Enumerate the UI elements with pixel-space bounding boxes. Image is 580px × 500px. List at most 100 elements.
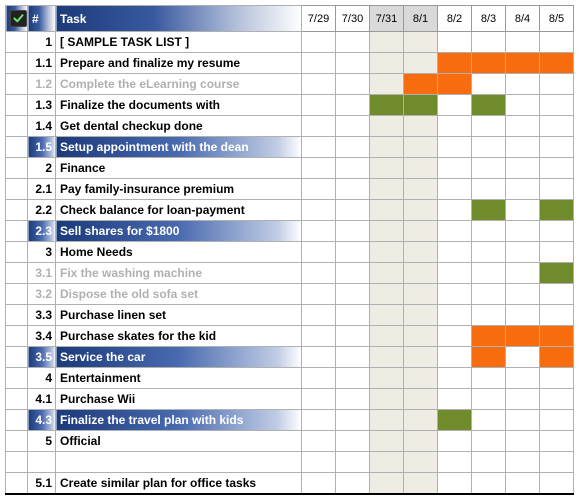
gantt-cell[interactable]	[404, 32, 438, 53]
gantt-cell[interactable]	[472, 410, 506, 431]
gantt-cell[interactable]	[472, 95, 506, 116]
header-date-6[interactable]: 8/4	[506, 6, 540, 32]
gantt-cell[interactable]	[336, 347, 370, 368]
gantt-cell[interactable]	[404, 431, 438, 452]
header-date-2[interactable]: 7/31	[370, 6, 404, 32]
gantt-cell[interactable]	[370, 305, 404, 326]
gantt-cell[interactable]	[540, 179, 574, 200]
gantt-cell[interactable]	[404, 284, 438, 305]
gantt-cell[interactable]	[438, 158, 472, 179]
gantt-cell[interactable]	[506, 326, 540, 347]
gantt-cell[interactable]	[472, 74, 506, 95]
gantt-cell[interactable]	[438, 263, 472, 284]
gantt-cell[interactable]	[404, 263, 438, 284]
gantt-cell[interactable]	[438, 95, 472, 116]
gantt-cell[interactable]	[336, 53, 370, 74]
gantt-cell[interactable]	[370, 368, 404, 389]
task-cell[interactable]: Finalize the documents with	[56, 95, 302, 116]
gantt-cell[interactable]	[336, 158, 370, 179]
gantt-cell[interactable]	[506, 473, 540, 494]
gantt-cell[interactable]	[336, 221, 370, 242]
check-cell[interactable]	[6, 74, 28, 95]
gantt-cell[interactable]	[302, 137, 336, 158]
gantt-cell[interactable]	[540, 200, 574, 221]
header-date-5[interactable]: 8/3	[472, 6, 506, 32]
gantt-cell[interactable]	[302, 32, 336, 53]
gantt-cell[interactable]	[540, 263, 574, 284]
check-cell[interactable]	[6, 326, 28, 347]
gantt-cell[interactable]	[302, 263, 336, 284]
gantt-cell[interactable]	[540, 74, 574, 95]
table-row[interactable]: 1.2Complete the eLearning course	[6, 74, 574, 95]
gantt-cell[interactable]	[370, 242, 404, 263]
check-cell[interactable]	[6, 116, 28, 137]
gantt-cell[interactable]	[404, 200, 438, 221]
gantt-cell[interactable]	[404, 95, 438, 116]
gantt-cell[interactable]	[370, 32, 404, 53]
task-cell[interactable]: Fix the washing machine	[56, 263, 302, 284]
table-row[interactable]: 4Entertainment	[6, 368, 574, 389]
gantt-cell[interactable]	[370, 137, 404, 158]
gantt-cell[interactable]	[506, 53, 540, 74]
gantt-cell[interactable]	[506, 263, 540, 284]
gantt-cell[interactable]	[506, 116, 540, 137]
gantt-cell[interactable]	[438, 368, 472, 389]
gantt-cell[interactable]	[540, 452, 574, 473]
gantt-cell[interactable]	[472, 305, 506, 326]
gantt-cell[interactable]	[438, 137, 472, 158]
gantt-cell[interactable]	[472, 116, 506, 137]
task-cell[interactable]: Home Needs	[56, 242, 302, 263]
gantt-cell[interactable]	[472, 368, 506, 389]
task-cell[interactable]: Service the car	[56, 347, 302, 368]
gantt-cell[interactable]	[302, 95, 336, 116]
check-cell[interactable]	[6, 305, 28, 326]
gantt-cell[interactable]	[438, 74, 472, 95]
check-cell[interactable]	[6, 368, 28, 389]
gantt-cell[interactable]	[472, 32, 506, 53]
gantt-cell[interactable]	[472, 200, 506, 221]
task-cell[interactable]	[56, 452, 302, 473]
gantt-cell[interactable]	[336, 410, 370, 431]
gantt-cell[interactable]	[302, 305, 336, 326]
gantt-cell[interactable]	[472, 221, 506, 242]
table-row[interactable]: 1.1Prepare and finalize my resume	[6, 53, 574, 74]
gantt-cell[interactable]	[540, 473, 574, 494]
gantt-cell[interactable]	[506, 452, 540, 473]
table-row[interactable]	[6, 452, 574, 473]
gantt-cell[interactable]	[370, 347, 404, 368]
gantt-cell[interactable]	[302, 347, 336, 368]
gantt-cell[interactable]	[404, 242, 438, 263]
gantt-cell[interactable]	[404, 179, 438, 200]
gantt-cell[interactable]	[540, 137, 574, 158]
gantt-cell[interactable]	[540, 368, 574, 389]
task-cell[interactable]: Pay family-insurance premium	[56, 179, 302, 200]
table-row[interactable]: 1[ SAMPLE TASK LIST ]	[6, 32, 574, 53]
check-cell[interactable]	[6, 53, 28, 74]
task-cell[interactable]: Setup appointment with the dean	[56, 137, 302, 158]
task-cell[interactable]: Purchase skates for the kid	[56, 326, 302, 347]
gantt-cell[interactable]	[472, 242, 506, 263]
gantt-cell[interactable]	[404, 116, 438, 137]
gantt-cell[interactable]	[506, 242, 540, 263]
gantt-cell[interactable]	[540, 95, 574, 116]
gantt-cell[interactable]	[404, 368, 438, 389]
gantt-cell[interactable]	[506, 284, 540, 305]
gantt-cell[interactable]	[302, 242, 336, 263]
gantt-cell[interactable]	[438, 305, 472, 326]
gantt-cell[interactable]	[540, 305, 574, 326]
gantt-cell[interactable]	[404, 221, 438, 242]
gantt-cell[interactable]	[540, 410, 574, 431]
check-cell[interactable]	[6, 200, 28, 221]
header-date-4[interactable]: 8/2	[438, 6, 472, 32]
gantt-cell[interactable]	[302, 116, 336, 137]
gantt-cell[interactable]	[336, 326, 370, 347]
gantt-cell[interactable]	[506, 368, 540, 389]
gantt-cell[interactable]	[370, 221, 404, 242]
gantt-cell[interactable]	[370, 95, 404, 116]
task-cell[interactable]: [ SAMPLE TASK LIST ]	[56, 32, 302, 53]
check-cell[interactable]	[6, 473, 28, 494]
gantt-cell[interactable]	[404, 347, 438, 368]
gantt-cell[interactable]	[370, 473, 404, 494]
gantt-cell[interactable]	[336, 95, 370, 116]
gantt-cell[interactable]	[404, 137, 438, 158]
